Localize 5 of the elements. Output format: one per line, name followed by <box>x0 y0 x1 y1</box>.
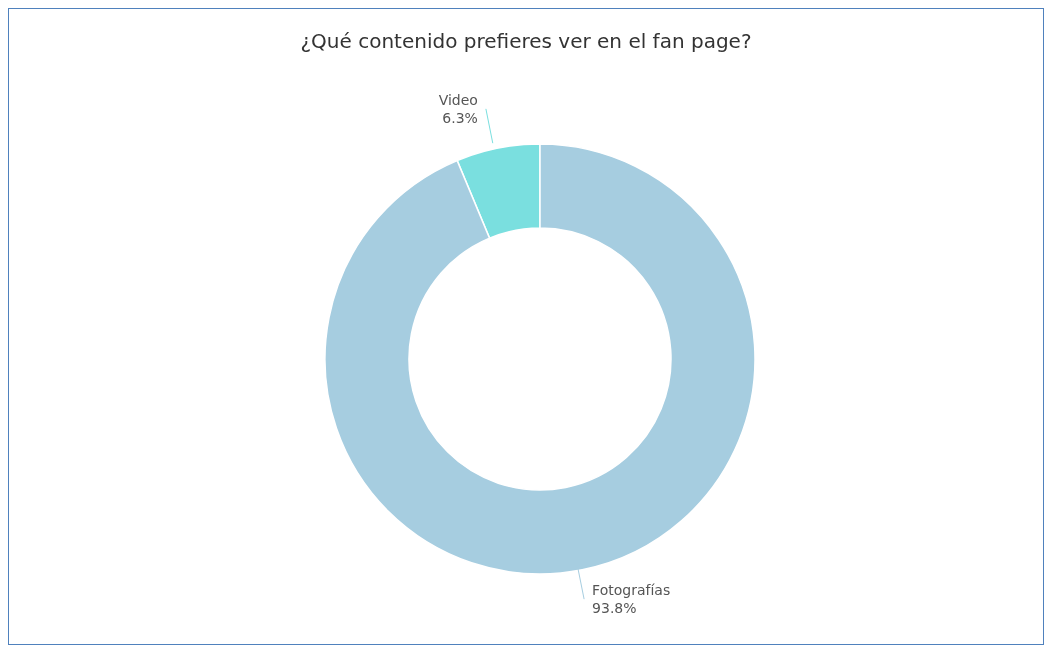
chart-title: ¿Qué contenido prefieres ver en el fan page? <box>299 29 753 55</box>
data-label: 6.3% <box>442 109 478 126</box>
slice-label: Fotografías <box>592 582 671 599</box>
slice-label: Video <box>438 91 478 108</box>
data-label: 93.8% <box>592 600 637 617</box>
